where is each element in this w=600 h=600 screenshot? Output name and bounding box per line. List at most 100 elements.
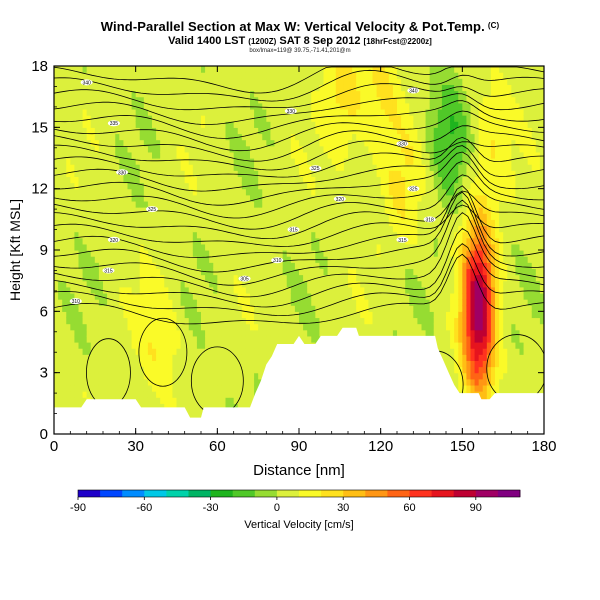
velocity-cell	[376, 311, 382, 319]
velocity-cell	[58, 342, 63, 349]
velocity-cell	[168, 243, 174, 251]
velocity-cell	[168, 188, 174, 196]
velocity-cell	[201, 243, 206, 251]
velocity-cell	[241, 366, 247, 374]
velocity-cell	[237, 299, 243, 306]
velocity-cell	[274, 145, 280, 153]
velocity-cell	[74, 115, 80, 122]
velocity-cell	[352, 231, 357, 239]
velocity-cell	[278, 286, 284, 294]
velocity-cell	[331, 133, 337, 141]
velocity-cell	[233, 145, 239, 153]
velocity-cell	[103, 250, 108, 257]
velocity-cell	[70, 90, 76, 98]
velocity-cell	[360, 96, 365, 104]
velocity-cell	[70, 219, 76, 227]
velocity-cell	[103, 170, 108, 177]
velocity-cell	[196, 127, 202, 135]
velocity-cell	[54, 292, 59, 300]
velocity-cell	[86, 280, 92, 288]
velocity-cell	[196, 243, 202, 251]
velocity-cell	[103, 286, 108, 294]
velocity-cell	[278, 90, 284, 98]
velocity-cell	[205, 139, 210, 147]
velocity-cell	[372, 317, 378, 325]
velocity-cell	[78, 378, 84, 386]
velocity-cell	[98, 66, 104, 73]
velocity-cell	[70, 274, 76, 282]
velocity-cell	[245, 378, 251, 386]
velocity-cell	[278, 102, 284, 110]
velocity-cell	[343, 213, 349, 220]
velocity-cell	[368, 286, 374, 294]
velocity-cell	[348, 96, 353, 104]
velocity-cell	[74, 323, 80, 331]
velocity-cell	[127, 311, 133, 319]
velocity-cell	[327, 66, 333, 73]
velocity-cell	[196, 372, 202, 380]
velocity-cell	[319, 262, 325, 269]
velocity-cell	[270, 151, 276, 159]
velocity-cell	[188, 372, 194, 380]
velocity-cell	[66, 84, 71, 92]
velocity-cell	[62, 348, 67, 355]
velocity-cell	[229, 299, 235, 306]
velocity-cell	[188, 243, 194, 251]
velocity-cell	[245, 176, 251, 184]
velocity-cell	[368, 72, 374, 79]
velocity-cell	[74, 280, 80, 288]
velocity-cell	[364, 66, 370, 73]
velocity-cell	[82, 90, 88, 98]
velocity-cell	[119, 262, 125, 269]
velocity-cell	[192, 372, 198, 380]
velocity-cell	[343, 158, 349, 165]
velocity-cell	[107, 231, 112, 239]
velocity-cell	[213, 305, 218, 312]
velocity-cell	[278, 299, 284, 306]
velocity-cell	[78, 170, 84, 177]
velocity-cell	[188, 145, 194, 153]
velocity-cell	[119, 354, 125, 361]
velocity-cell	[119, 90, 125, 98]
velocity-cell	[168, 176, 174, 184]
velocity-cell	[82, 280, 88, 288]
velocity-cell	[290, 90, 296, 98]
velocity-cell	[339, 225, 345, 233]
velocity-cell	[70, 305, 76, 312]
velocity-cell	[111, 378, 116, 386]
velocity-cell	[90, 133, 96, 141]
velocity-cell	[343, 219, 349, 227]
velocity-cell	[331, 311, 337, 319]
velocity-cell	[209, 403, 214, 411]
velocity-cell	[274, 225, 280, 233]
velocity-cell	[266, 200, 272, 208]
velocity-cell	[107, 262, 112, 269]
velocity-cell	[233, 280, 239, 288]
velocity-cell	[339, 158, 345, 165]
velocity-cell	[380, 286, 386, 294]
velocity-cell	[315, 176, 321, 184]
velocity-cell	[368, 127, 374, 135]
velocity-cell	[311, 262, 316, 269]
velocity-cell	[241, 78, 247, 85]
velocity-cell	[82, 219, 88, 227]
velocity-cell	[303, 280, 308, 288]
velocity-cell	[335, 66, 341, 73]
velocity-cell	[156, 317, 161, 325]
velocity-cell	[205, 176, 210, 184]
velocity-cell	[135, 372, 141, 380]
velocity-cell	[262, 354, 267, 361]
velocity-cell	[209, 102, 214, 110]
velocity-cell	[156, 182, 161, 190]
velocity-cell	[209, 360, 214, 368]
velocity-cell	[164, 292, 169, 300]
velocity-cell	[388, 115, 394, 122]
velocity-cell	[384, 225, 390, 233]
velocity-cell	[376, 66, 382, 73]
velocity-cell	[196, 335, 202, 343]
velocity-cell	[278, 108, 284, 116]
velocity-cell	[266, 72, 272, 79]
velocity-cell	[335, 237, 341, 245]
velocity-cell	[388, 237, 394, 245]
velocity-cell	[152, 231, 157, 239]
